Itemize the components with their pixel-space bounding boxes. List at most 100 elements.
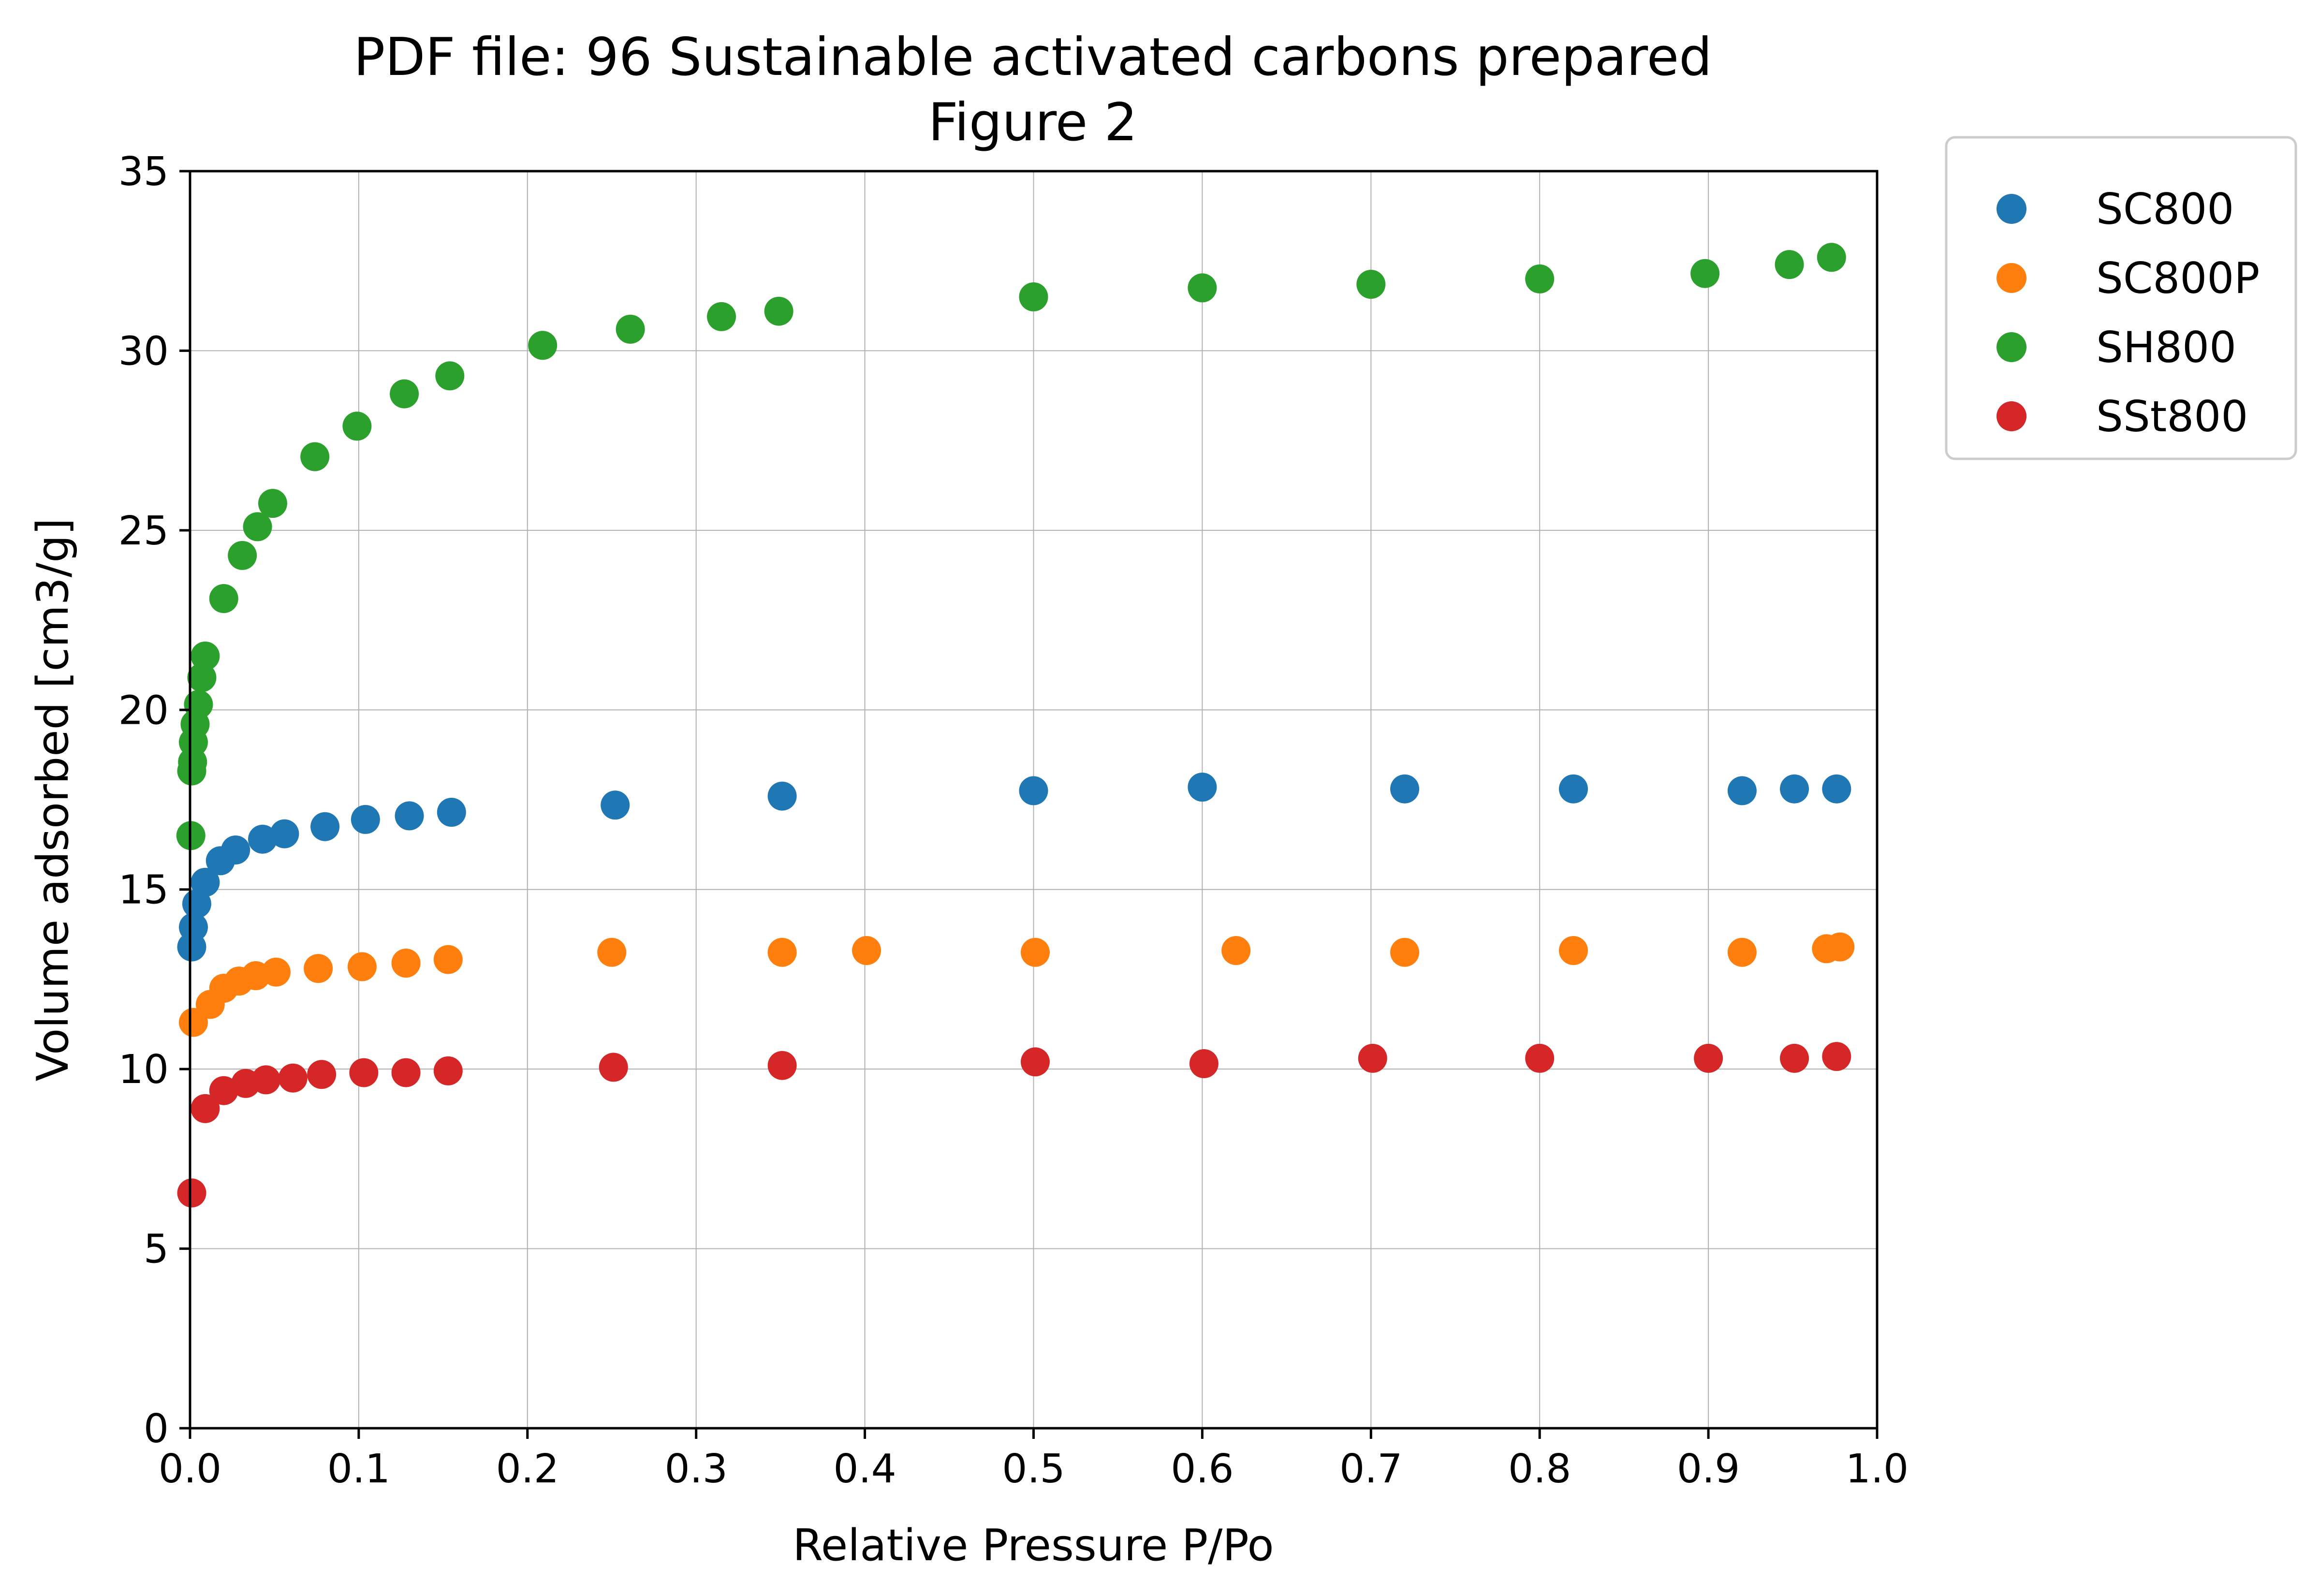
data-point — [1188, 773, 1217, 802]
y-tick-label: 0 — [144, 1406, 169, 1452]
data-point — [184, 690, 213, 719]
data-point — [1558, 936, 1588, 965]
series-sc800 — [177, 773, 1851, 962]
data-point — [1727, 776, 1757, 805]
data-point — [351, 805, 380, 834]
data-point — [1020, 1047, 1050, 1077]
data-point — [307, 1060, 337, 1089]
data-point — [767, 1051, 797, 1080]
data-point — [764, 296, 793, 326]
data-point — [1019, 776, 1048, 805]
data-point — [221, 835, 250, 864]
data-point — [270, 819, 299, 849]
data-point — [1020, 937, 1050, 967]
y-tick-label: 20 — [118, 688, 169, 733]
x-tick-label: 0.6 — [1171, 1446, 1233, 1492]
data-point — [528, 331, 558, 360]
y-tick-label: 35 — [118, 149, 169, 195]
data-point — [310, 812, 340, 841]
data-point — [191, 641, 220, 671]
data-point — [251, 1065, 281, 1095]
legend-marker-sh800 — [1997, 332, 2026, 362]
data-point — [209, 584, 238, 613]
data-point — [1525, 264, 1555, 293]
data-point — [435, 361, 465, 391]
data-point — [767, 937, 797, 967]
data-point — [1189, 1049, 1219, 1078]
x-tick-label: 0.4 — [833, 1446, 896, 1492]
x-tick-label: 0.5 — [1002, 1446, 1065, 1492]
data-point — [767, 781, 797, 811]
legend-label-sc800p: SC800P — [2096, 253, 2260, 303]
data-point — [852, 936, 881, 965]
data-point — [1780, 774, 1809, 804]
data-point — [1525, 1043, 1555, 1073]
legend-label-sh800: SH800 — [2096, 322, 2236, 372]
data-point — [433, 945, 463, 974]
data-point — [1558, 774, 1588, 804]
data-point — [1390, 937, 1420, 967]
data-point — [1775, 250, 1804, 279]
y-axis-label: Volume adsorbed [cm3/g] — [28, 518, 78, 1082]
data-point — [390, 379, 419, 409]
data-points — [176, 243, 1855, 1208]
y-tick-label: 25 — [118, 508, 169, 554]
x-tick-label: 0.8 — [1508, 1446, 1571, 1492]
data-point — [1019, 282, 1048, 311]
data-point — [1727, 937, 1757, 967]
data-point — [1221, 936, 1251, 965]
y-tick-label: 10 — [118, 1047, 169, 1093]
data-point — [191, 1094, 220, 1123]
data-point — [1690, 259, 1720, 288]
data-point — [391, 1058, 421, 1087]
data-point — [601, 791, 630, 820]
data-point — [261, 957, 291, 987]
y-tick-label: 5 — [144, 1227, 169, 1273]
data-point — [209, 1076, 238, 1105]
series-sc800p — [178, 932, 1855, 1037]
data-point — [178, 912, 208, 942]
data-point — [278, 1063, 308, 1093]
data-point — [1825, 932, 1855, 962]
data-point — [616, 314, 645, 344]
data-point — [1822, 774, 1851, 804]
data-point — [258, 489, 287, 518]
y-axis: 0 5 10 15 20 25 30 35 — [118, 149, 190, 1452]
data-point — [342, 411, 372, 441]
data-point — [433, 1056, 463, 1085]
x-tick-label: 0.3 — [664, 1446, 727, 1492]
data-point — [1694, 1043, 1723, 1073]
data-point — [1188, 273, 1217, 303]
y-tick-label: 30 — [118, 328, 169, 374]
x-tick-label: 0.2 — [496, 1446, 559, 1492]
data-point — [1817, 243, 1846, 272]
data-point — [243, 512, 272, 542]
series-sst800 — [177, 1042, 1851, 1208]
legend-marker-sst800 — [1997, 401, 2026, 431]
data-point — [177, 1178, 206, 1208]
legend-label-sst800: SSt800 — [2096, 392, 2248, 441]
data-point — [395, 801, 424, 831]
legend-box — [1945, 136, 2297, 460]
data-point — [248, 824, 278, 854]
data-point — [391, 949, 421, 978]
x-tick-label: 0.9 — [1677, 1446, 1740, 1492]
data-point — [597, 937, 627, 967]
data-point — [599, 1053, 628, 1082]
data-point — [191, 867, 220, 897]
x-tick-label: 1.0 — [1846, 1446, 1909, 1492]
chart-title: PDF file: 96 Sustainable activated carbo… — [353, 27, 1712, 88]
x-axis: 0.0 0.1 0.2 0.3 0.4 0.5 0.6 0.7 0.8 0.9 1.0 — [159, 1428, 1909, 1492]
data-point — [1390, 774, 1420, 804]
data-point — [304, 954, 333, 983]
legend-label-sc800: SC800 — [2096, 184, 2234, 234]
data-point — [347, 952, 377, 981]
legend: SC800 SC800P SH800 SSt800 — [1945, 136, 2297, 460]
series-sh800 — [176, 243, 1846, 850]
x-tick-label: 0.0 — [159, 1446, 221, 1492]
data-point — [1356, 270, 1386, 299]
data-point — [1358, 1043, 1387, 1073]
data-point — [300, 442, 330, 471]
x-tick-label: 0.7 — [1339, 1446, 1402, 1492]
